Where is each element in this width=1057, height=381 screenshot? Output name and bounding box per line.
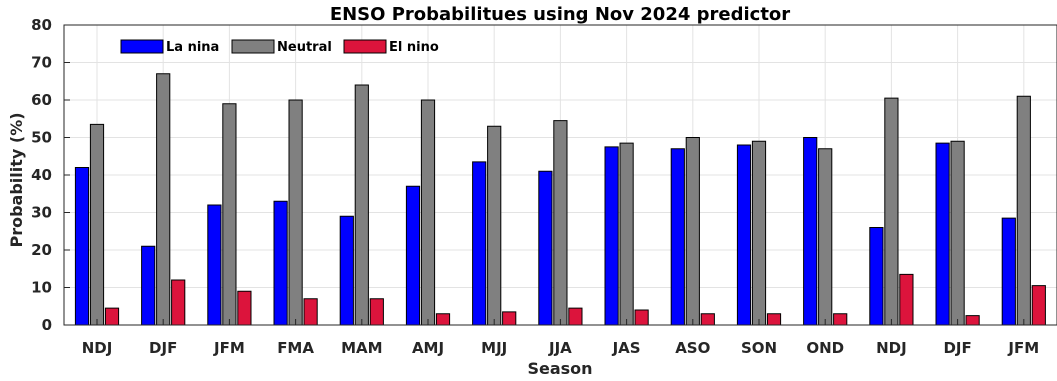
bar-el-nino [700,313,715,326]
x-tick-label: ASO [675,339,710,357]
x-tick-label: MAM [341,339,382,357]
bar-la-nina [538,170,553,326]
bar-el-nino [965,315,980,326]
legend-swatch-el-nino [343,39,387,54]
bar-neutral [619,142,634,326]
x-tick-label: NDJ [876,339,907,357]
bar-la-nina [339,215,354,326]
bar-neutral [553,120,568,326]
bar-neutral [818,148,833,326]
bar-neutral [751,140,767,326]
y-tick-label: 30 [31,204,52,222]
legend-item-neutral: Neutral [231,39,332,55]
y-tick-label: 60 [31,91,52,109]
bar-la-nina [472,161,487,326]
x-tick-label: JFM [213,339,245,357]
x-tick-label: MJJ [481,339,507,357]
bar-neutral [420,99,436,326]
legend: La nina Neutral El nino [120,39,439,55]
bar-la-nina [604,146,619,326]
x-axis-title: Season [527,359,592,378]
bar-el-nino [237,290,252,326]
bar-el-nino [899,273,914,326]
bars [74,73,1046,326]
bar-neutral [89,123,105,326]
y-tick-label: 0 [42,316,52,334]
bar-la-nina [935,142,950,326]
x-tick-labels: NDJ DJF JFM FMA MAM AMJ MJJ JJA JAS ASO SON OND NDJ D… [82,319,1039,357]
y-tick-label: 10 [31,279,52,297]
x-tick-label: FMA [277,339,314,357]
bar-la-nina [869,227,884,326]
bar-neutral [950,140,965,326]
bar-neutral [1016,95,1031,326]
y-tick-labels: 0 10 20 30 40 50 60 70 80 [31,16,70,334]
bar-la-nina [670,148,685,326]
legend-label-neutral: Neutral [277,40,332,55]
bar-el-nino [502,311,517,326]
legend-swatch-neutral [231,39,275,54]
bar-el-nino [303,298,318,326]
bar-el-nino [766,313,782,326]
x-tick-label: DJF [149,339,177,357]
legend-label-la-nina: La nina [166,40,219,55]
bar-neutral [222,103,237,326]
y-tick-label: 80 [31,16,52,34]
x-tick-label: NDJ [82,339,113,357]
y-tick-label: 20 [31,241,52,259]
bar-la-nina [207,204,222,326]
legend-swatch-la-nina [120,39,164,54]
bar-la-nina [405,185,421,326]
y-tick-label: 70 [31,54,52,72]
bar-neutral [884,97,899,326]
y-tick-label: 50 [31,129,52,147]
bar-el-nino [104,307,120,326]
bar-el-nino [1031,285,1046,326]
x-tick-label: JAS [612,339,641,357]
bar-el-nino [568,307,583,326]
x-tick-label: JJA [548,339,572,357]
x-tick-label: SON [741,339,777,357]
bar-neutral [354,84,369,326]
y-axis-title: Probability (%) [7,112,26,247]
bar-neutral [685,137,700,326]
bar-la-nina [141,245,156,326]
y-tick-label: 40 [31,166,52,184]
legend-label-el-nino: El nino [389,40,439,55]
bar-neutral [156,73,171,326]
bar-la-nina [273,200,288,326]
x-tick-label: DJF [943,339,971,357]
bar-la-nina [74,167,90,326]
x-tick-label: OND [806,339,844,357]
chart-title: ENSO Probabilitues using Nov 2024 predic… [330,4,790,25]
bar-el-nino [171,279,186,326]
bar-la-nina [736,144,752,326]
legend-item-la-nina: La nina [120,39,219,55]
bar-el-nino [833,313,848,326]
bar-el-nino [634,309,649,326]
bar-el-nino [435,313,451,326]
x-tick-label: JFM [1007,339,1039,357]
bar-la-nina [803,137,818,326]
bar-neutral [487,125,502,326]
x-tick-label: AMJ [412,339,444,357]
bar-el-nino [369,298,384,326]
bar-la-nina [1001,217,1016,326]
bar-neutral [288,99,303,326]
legend-item-el-nino: El nino [343,39,439,55]
